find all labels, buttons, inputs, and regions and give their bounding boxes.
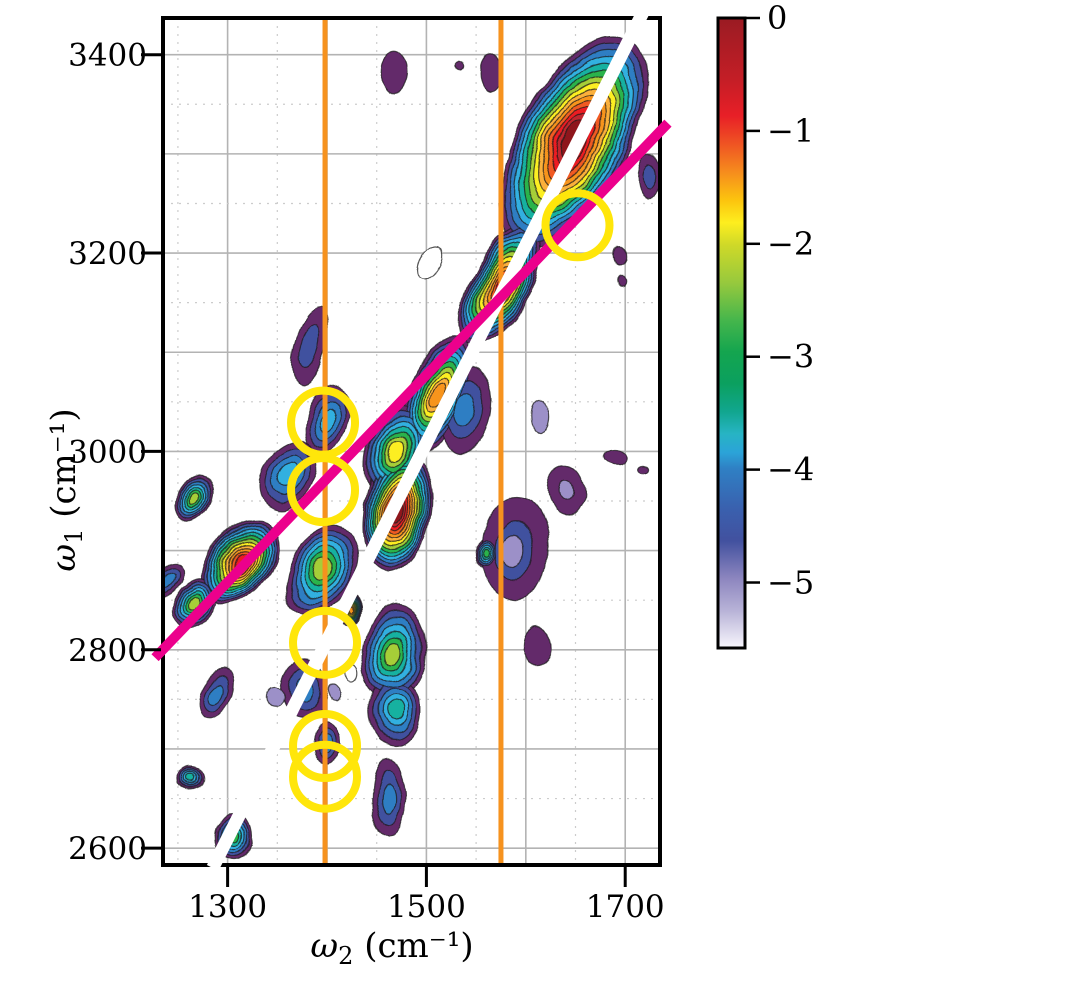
y-tick-label: 3200 (68, 236, 147, 272)
plot-border (161, 16, 662, 867)
contour-level (380, 49, 412, 96)
yellow-marker-circle (289, 709, 362, 782)
y-tick-label: 3000 (68, 434, 147, 470)
contour-level (609, 245, 623, 265)
contour-level (603, 447, 629, 465)
x-tick-label: 1700 (586, 889, 665, 925)
yellow-marker-circle (289, 606, 362, 679)
y-tick-label: 3400 (68, 38, 147, 74)
contour-minimum (266, 687, 284, 711)
contour-minimum (558, 482, 574, 504)
colorbar-gradient (718, 18, 745, 648)
contour-level (188, 492, 199, 506)
colorbar-tick-label: 0 (767, 0, 787, 37)
x-tick-label: 1500 (387, 889, 466, 925)
contour-minimum (505, 534, 527, 568)
contour-level (643, 159, 659, 186)
contour-level (428, 381, 445, 407)
y-tick-label: 2800 (68, 633, 147, 669)
magenta-diagonal-line (151, 119, 672, 662)
colorbar-tick-label: −4 (767, 451, 814, 489)
x-axis-title: ω2 (cm⁻¹) (310, 926, 473, 970)
contour-level (614, 273, 624, 285)
y-axis-title: ω1 (cm⁻¹) (44, 408, 88, 571)
colorbar-tick-label: −2 (767, 225, 814, 263)
contour-level (381, 780, 397, 813)
contour-hole (418, 240, 445, 280)
contour-level (386, 700, 403, 723)
contour-level (455, 60, 465, 72)
contour-minimum (330, 682, 344, 700)
yellow-marker-circle (541, 189, 614, 262)
contour-level (301, 325, 324, 370)
contour-level (386, 639, 403, 665)
colorbar-border (716, 16, 747, 650)
contour-level (387, 439, 402, 464)
contour-level (188, 775, 198, 783)
contour-level (485, 548, 493, 557)
contour-minimum (532, 399, 552, 431)
contour-level (207, 682, 224, 705)
colorbar-tick-label: −1 (767, 112, 814, 150)
contour-level (453, 393, 479, 431)
white-diagonal-line (206, 9, 649, 871)
x-tick-label: 1300 (188, 889, 267, 925)
contour-level (518, 623, 552, 665)
colorbar-tick-label: −3 (767, 338, 814, 376)
contour-field (163, 34, 660, 862)
colorbar-tick-label: −5 (767, 564, 814, 602)
contour-level (187, 595, 200, 610)
contour-level (638, 462, 650, 472)
y-tick-label: 2600 (68, 831, 147, 867)
yellow-marker-circle (289, 740, 362, 813)
yellow-marker-circle (287, 454, 360, 527)
